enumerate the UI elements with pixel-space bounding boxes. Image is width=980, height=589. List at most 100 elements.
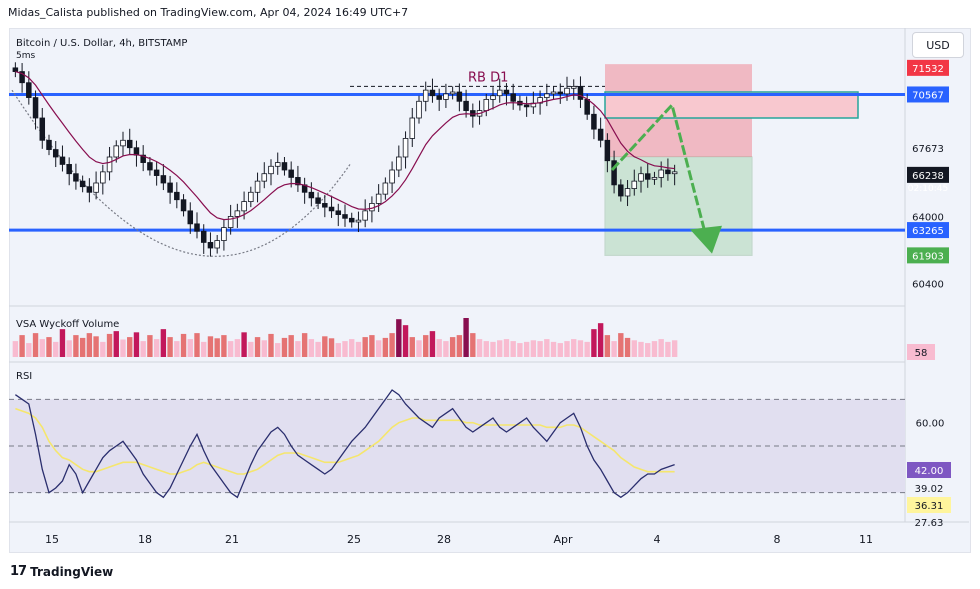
cup-arc	[11, 89, 351, 257]
volume-bar	[201, 341, 207, 357]
candle-body	[288, 169, 294, 178]
volume-bar	[389, 333, 395, 357]
candle-body	[167, 182, 173, 193]
volume-bar	[618, 333, 624, 357]
volume-bar	[214, 338, 220, 357]
volume-bar	[275, 343, 281, 357]
volume-bar	[167, 337, 173, 357]
volume-bar	[328, 338, 335, 357]
candle-body	[66, 164, 72, 175]
candle-body	[658, 169, 664, 178]
volume-bar	[106, 333, 113, 357]
candle-body	[409, 117, 416, 139]
volume-bar	[26, 343, 32, 357]
ema-line	[15, 70, 675, 221]
volume-bar	[490, 341, 496, 357]
rsi-tick: 27.63	[915, 518, 944, 529]
volume-bar	[631, 340, 637, 357]
volume-bar	[604, 335, 611, 357]
volume-bar	[497, 340, 503, 357]
candle-body	[12, 67, 19, 72]
volume-bar	[476, 339, 483, 357]
candle-body	[113, 145, 120, 158]
volume-bar	[46, 337, 52, 357]
volume-bar	[651, 341, 658, 357]
rsi-ma-line	[15, 407, 675, 475]
volume-bar	[645, 343, 651, 357]
volume-bar	[523, 341, 530, 357]
candle-body	[389, 169, 395, 184]
volume-bar	[416, 340, 422, 357]
volume-bar	[79, 337, 86, 357]
candle-body	[611, 160, 617, 186]
volume-bar	[571, 339, 577, 357]
candle-body	[322, 203, 328, 208]
volume-bar	[140, 341, 146, 357]
current-price-tag: 66238	[912, 171, 944, 182]
candle-body	[510, 93, 516, 102]
stop-loss-tag-bg	[907, 59, 949, 76]
volume-bar	[234, 339, 241, 357]
rsi-tick: 60.00	[916, 419, 945, 430]
volume-bar	[315, 341, 321, 357]
footer-brand: 17 TradingView	[10, 564, 113, 579]
volume-bar	[160, 329, 167, 357]
candle-body	[328, 206, 335, 212]
volume-bar	[550, 341, 557, 357]
candle-body	[194, 223, 200, 232]
stop-loss-tag: 71532	[912, 64, 944, 75]
rsi-value-label: 42.00	[915, 466, 944, 477]
volume-bar	[544, 339, 550, 357]
volume-bar	[624, 337, 631, 357]
resistance-tag: 70567	[912, 90, 944, 101]
candle-body	[631, 180, 638, 189]
candle-body	[503, 89, 510, 95]
volume-bar	[86, 333, 93, 357]
volume-bar	[584, 341, 590, 357]
candle-body	[315, 197, 321, 204]
currency-button[interactable]: USD	[912, 32, 964, 58]
volume-bar	[611, 341, 617, 357]
support-tag-bg	[907, 222, 949, 239]
rb-d1-label: RB D1	[468, 70, 508, 85]
target-tag-bg	[907, 247, 949, 264]
volume-bar	[483, 341, 489, 357]
volume-bar	[564, 341, 570, 357]
candle-body	[207, 242, 214, 249]
candle-body	[187, 210, 194, 225]
candle-body	[644, 173, 651, 180]
projection-arrow	[610, 101, 710, 245]
volume-bar	[517, 343, 523, 357]
volume-bar	[470, 333, 476, 357]
rsi-ma-label: 39.02	[915, 484, 944, 495]
volume-bar	[375, 340, 382, 357]
volume-bar	[295, 341, 301, 357]
x-tick-label: 8	[774, 533, 781, 546]
volume-bar	[638, 341, 644, 357]
volume-bar	[12, 341, 19, 357]
volume-bar	[254, 337, 261, 357]
volume-value-bg	[907, 344, 935, 360]
volume-bar	[187, 339, 193, 357]
rsi-value-bg	[907, 462, 951, 478]
candle-body	[463, 100, 469, 111]
candle-body	[59, 156, 66, 165]
x-tick-label: 28	[437, 533, 451, 546]
candle-body	[402, 138, 409, 158]
candle-body	[456, 91, 463, 102]
candle-body	[416, 100, 422, 119]
candle-body	[342, 214, 348, 219]
rsi-title: RSI	[16, 371, 32, 382]
candle-body	[348, 217, 355, 223]
low-tick: 60400	[912, 279, 944, 290]
candle-body	[268, 165, 274, 175]
candle-body	[32, 97, 39, 119]
volume-bar	[66, 340, 72, 357]
volume-bar	[597, 323, 604, 357]
volume-bar	[227, 341, 234, 357]
volume-bar	[382, 337, 389, 357]
volume-bar	[436, 339, 442, 357]
x-tick-label: 18	[138, 533, 152, 546]
x-tick-label: 25	[347, 533, 361, 546]
